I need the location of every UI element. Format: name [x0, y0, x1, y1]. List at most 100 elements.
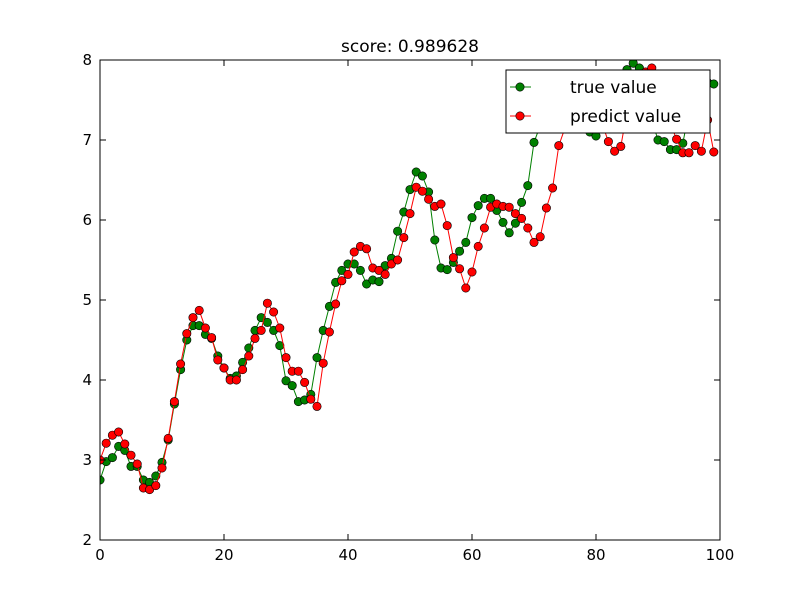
y-tick-label: 8: [82, 51, 92, 69]
legend: true value predict value: [505, 69, 711, 134]
data-point: [176, 359, 186, 369]
x-tick-label: 60: [462, 546, 481, 564]
data-point: [610, 146, 620, 156]
data-point: [151, 471, 161, 481]
data-point: [318, 358, 328, 368]
data-point: [200, 323, 210, 333]
data-point: [442, 221, 452, 231]
data-point: [455, 246, 465, 256]
data-point: [504, 202, 514, 212]
data-point: [101, 438, 111, 448]
data-point: [262, 317, 272, 327]
data-point: [684, 148, 694, 158]
data-point: [405, 209, 415, 219]
data-point: [399, 233, 409, 243]
legend-true-label: true value: [570, 78, 657, 98]
data-point: [690, 141, 700, 151]
x-tick-label: 40: [338, 546, 357, 564]
y-tick-label: 4: [82, 371, 92, 389]
data-point: [256, 325, 266, 335]
data-point: [151, 481, 161, 491]
y-tick-label: 3: [82, 451, 92, 469]
data-point: [436, 199, 446, 209]
data-point: [132, 459, 142, 469]
x-tick-label: 100: [706, 546, 735, 564]
data-point: [331, 299, 341, 309]
data-point: [517, 213, 527, 223]
legend-true-marker: [515, 82, 525, 92]
data-point: [498, 217, 508, 227]
data-point: [417, 171, 427, 181]
data-point: [510, 218, 520, 228]
data-point: [541, 203, 551, 213]
data-point: [126, 450, 136, 460]
data-point: [157, 463, 167, 473]
data-point: [461, 283, 471, 293]
data-point: [231, 375, 241, 385]
data-point: [473, 241, 483, 251]
data-point: [163, 433, 173, 443]
data-point: [244, 351, 254, 361]
data-point: [349, 247, 359, 257]
data-point: [504, 228, 514, 238]
data-point: [467, 267, 477, 277]
legend-predict-marker: [515, 111, 525, 121]
data-point: [430, 235, 440, 245]
data-point: [269, 307, 279, 317]
data-point: [374, 277, 384, 287]
data-point: [616, 141, 626, 151]
data-point: [362, 244, 372, 254]
data-point: [628, 60, 638, 68]
data-point: [554, 141, 564, 151]
legend-box: [505, 69, 711, 134]
data-point: [548, 183, 558, 193]
data-point: [275, 323, 285, 333]
data-point: [603, 137, 613, 147]
data-point: [393, 255, 403, 265]
data-point: [207, 333, 217, 343]
series-predict-value: [100, 63, 719, 495]
data-point: [659, 137, 669, 147]
data-point: [529, 137, 539, 147]
data-point: [324, 327, 334, 337]
x-tick-label: 80: [586, 546, 605, 564]
data-point: [523, 181, 533, 191]
data-point: [343, 269, 353, 279]
data-point: [107, 453, 117, 463]
data-point: [281, 376, 291, 386]
data-point: [535, 232, 545, 242]
data-point: [523, 223, 533, 233]
data-point: [287, 381, 297, 391]
data-point: [169, 397, 179, 407]
data-point: [417, 186, 427, 196]
data-point: [380, 269, 390, 279]
x-tick-label: 0: [95, 546, 105, 564]
data-point: [393, 226, 403, 236]
data-point: [517, 197, 527, 207]
data-point: [467, 213, 477, 223]
data-point: [120, 439, 130, 449]
data-point: [114, 427, 124, 437]
data-point: [238, 365, 248, 375]
data-point: [312, 353, 322, 363]
data-point: [461, 237, 471, 247]
data-point: [479, 223, 489, 233]
data-point: [672, 134, 682, 144]
data-point: [349, 259, 359, 269]
data-point: [486, 193, 496, 203]
legend-predict-label: predict value: [570, 107, 681, 127]
data-point: [696, 146, 706, 156]
data-point: [442, 265, 452, 275]
y-tick-label: 2: [82, 531, 92, 549]
y-tick-label: 7: [82, 131, 92, 149]
data-point: [510, 209, 520, 219]
data-point: [455, 264, 465, 274]
data-point: [473, 201, 483, 211]
data-point: [300, 377, 310, 387]
data-point: [250, 333, 260, 343]
series-line: [100, 67, 715, 491]
data-point: [281, 353, 291, 363]
data-point: [219, 363, 229, 373]
data-point: [275, 341, 285, 351]
